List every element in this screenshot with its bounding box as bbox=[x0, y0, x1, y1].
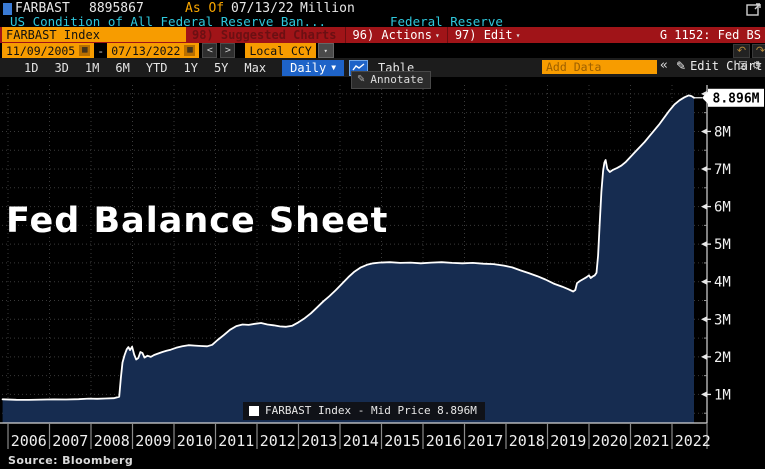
start-date-value: 11/09/2005 bbox=[6, 43, 76, 58]
series-swatch bbox=[249, 405, 259, 416]
svg-text:2012: 2012 bbox=[260, 432, 296, 450]
tab-max[interactable]: Max bbox=[244, 60, 267, 75]
svg-text:2008: 2008 bbox=[94, 432, 130, 450]
date-range-row: 11/09/2005 ▦ - 07/13/2022 ▦ < > Local CC… bbox=[0, 43, 765, 58]
caret-down-icon: ▾ bbox=[434, 30, 440, 40]
caret-down-icon: ▼ bbox=[331, 63, 337, 72]
svg-text:2021: 2021 bbox=[633, 432, 669, 450]
data-source-label: Federal Reserve bbox=[390, 14, 503, 29]
edit-chart-label: Edit Chart bbox=[690, 59, 763, 73]
tab-3d[interactable]: 3D bbox=[54, 60, 69, 75]
chart-title: Fed Balance Sheet bbox=[6, 201, 389, 241]
edit-menu-button[interactable]: 97) Edit ▾ bbox=[446, 27, 528, 43]
calendar-icon[interactable]: ▦ bbox=[79, 45, 91, 56]
chart-legend[interactable]: FARBAST Index - Mid Price 8.896M bbox=[243, 402, 485, 420]
tab-5y[interactable]: 5Y bbox=[213, 60, 229, 75]
svg-text:2022: 2022 bbox=[675, 432, 711, 450]
security-description-row: US Condition of All Federal Reserve Ban.… bbox=[0, 14, 765, 29]
pencil-icon: ✎ bbox=[357, 74, 366, 85]
svg-text:2020: 2020 bbox=[592, 432, 628, 450]
svg-text:4M: 4M bbox=[714, 275, 731, 291]
price-chart[interactable]: 1M 2M 3M 4M 5M 6M 7M 8M 2006 2007 2008 2009 2010 2011… bbox=[0, 77, 765, 469]
security-color-marker bbox=[3, 3, 12, 15]
chart-id-label: G 1152: Fed BS bbox=[659, 28, 761, 42]
suggested-charts-button[interactable]: 98) Suggested Charts bbox=[192, 28, 337, 42]
tab-1m[interactable]: 1M bbox=[84, 60, 100, 75]
svg-text:1M: 1M bbox=[714, 387, 731, 403]
frequency-dropdown[interactable]: Daily ▼ bbox=[282, 59, 345, 76]
security-description: US Condition of All Federal Reserve Ban.… bbox=[10, 14, 327, 29]
source-attribution: Source: Bloomberg bbox=[8, 454, 134, 467]
svg-text:6M: 6M bbox=[714, 200, 731, 216]
chevron-right-icon: > bbox=[224, 45, 231, 56]
svg-text:2014: 2014 bbox=[343, 432, 379, 450]
svg-text:2017: 2017 bbox=[467, 432, 503, 450]
svg-text:2009: 2009 bbox=[135, 432, 171, 450]
undo-icon[interactable]: ↶ bbox=[733, 44, 750, 58]
edit-menu-label: 97) Edit bbox=[454, 28, 513, 42]
gear-icon[interactable]: ⚙ bbox=[751, 59, 762, 72]
svg-text:2006: 2006 bbox=[11, 432, 47, 450]
currency-field[interactable]: Local CCY bbox=[245, 43, 316, 58]
tab-1d[interactable]: 1D bbox=[24, 60, 39, 75]
currency-value: Local CCY bbox=[249, 43, 312, 58]
line-chart-icon bbox=[352, 63, 365, 71]
actions-menu-button[interactable]: 96) Actions ▾ bbox=[344, 27, 447, 43]
command-bar: FARBAST Index 98) Suggested Charts 96) A… bbox=[0, 27, 765, 43]
svg-text:2016: 2016 bbox=[426, 432, 462, 450]
svg-text:7M: 7M bbox=[714, 162, 731, 178]
svg-text:2019: 2019 bbox=[550, 432, 586, 450]
annotate-box-icon[interactable]: ☒ bbox=[738, 59, 748, 72]
pencil-icon: ✎ bbox=[676, 59, 687, 73]
end-date-value: 07/13/2022 bbox=[111, 43, 181, 58]
actions-menu-label: 96) Actions bbox=[352, 28, 432, 42]
annotate-label: Annotate bbox=[370, 73, 424, 86]
svg-text:2015: 2015 bbox=[384, 432, 420, 450]
frequency-value: Daily bbox=[290, 60, 327, 75]
start-date-field[interactable]: 11/09/2005 ▦ bbox=[2, 43, 95, 58]
add-data-input[interactable]: Add Data bbox=[542, 60, 657, 74]
tab-6m[interactable]: 6M bbox=[115, 60, 130, 75]
add-data-placeholder: Add Data bbox=[546, 60, 602, 74]
redo-icon[interactable]: ↷ bbox=[752, 44, 765, 58]
svg-text:2018: 2018 bbox=[509, 432, 545, 450]
period-tabs: 1D 3D 1M 6M YTD 1Y 5Y Max bbox=[16, 61, 274, 75]
tab-1y[interactable]: 1Y bbox=[183, 60, 198, 75]
annotate-button[interactable]: ✎ Annotate bbox=[351, 71, 432, 89]
currency-dropdown-button[interactable]: ▾ bbox=[317, 43, 334, 58]
edit-chart-button[interactable]: ✎ Edit Chart bbox=[676, 59, 762, 73]
range-forward-button[interactable]: > bbox=[220, 43, 236, 58]
svg-text:2M: 2M bbox=[714, 350, 731, 366]
ticker-label: FARBAST bbox=[15, 0, 70, 16]
svg-text:2010: 2010 bbox=[177, 432, 213, 450]
history-buttons: ↶ ↷ bbox=[731, 44, 765, 58]
svg-text:8.896M: 8.896M bbox=[713, 91, 760, 106]
collapse-panel-button[interactable]: « bbox=[660, 58, 668, 73]
svg-text:8M: 8M bbox=[714, 124, 731, 140]
svg-text:3M: 3M bbox=[714, 312, 731, 328]
security-input[interactable]: FARBAST Index bbox=[2, 27, 186, 42]
as-of-label: As Of bbox=[185, 0, 225, 16]
svg-text:2013: 2013 bbox=[301, 432, 337, 450]
legend-label: FARBAST Index - Mid Price 8.896M bbox=[265, 404, 477, 417]
tab-ytd[interactable]: YTD bbox=[145, 60, 168, 75]
as-of-date: 07/13/22 bbox=[231, 0, 294, 16]
chart-tool-icons: ☒ ⚙ bbox=[738, 59, 762, 72]
chevron-left-icon: < bbox=[206, 45, 213, 56]
calendar-icon[interactable]: ▦ bbox=[184, 45, 196, 56]
caret-down-icon: ▾ bbox=[515, 30, 521, 40]
unit-label: Million bbox=[300, 0, 355, 16]
svg-text:5M: 5M bbox=[714, 237, 731, 253]
svg-text:2007: 2007 bbox=[52, 432, 88, 450]
range-separator: - bbox=[97, 43, 105, 58]
last-price-value: 8895867 bbox=[89, 0, 144, 16]
security-input-value: FARBAST Index bbox=[6, 27, 100, 42]
svg-text:2011: 2011 bbox=[218, 432, 254, 450]
security-summary-row: FARBAST 8895867 As Of 07/13/22 Million bbox=[0, 0, 765, 16]
range-back-button[interactable]: < bbox=[202, 43, 218, 58]
popout-window-icon[interactable] bbox=[746, 3, 762, 20]
end-date-field[interactable]: 07/13/2022 ▦ bbox=[107, 43, 200, 58]
